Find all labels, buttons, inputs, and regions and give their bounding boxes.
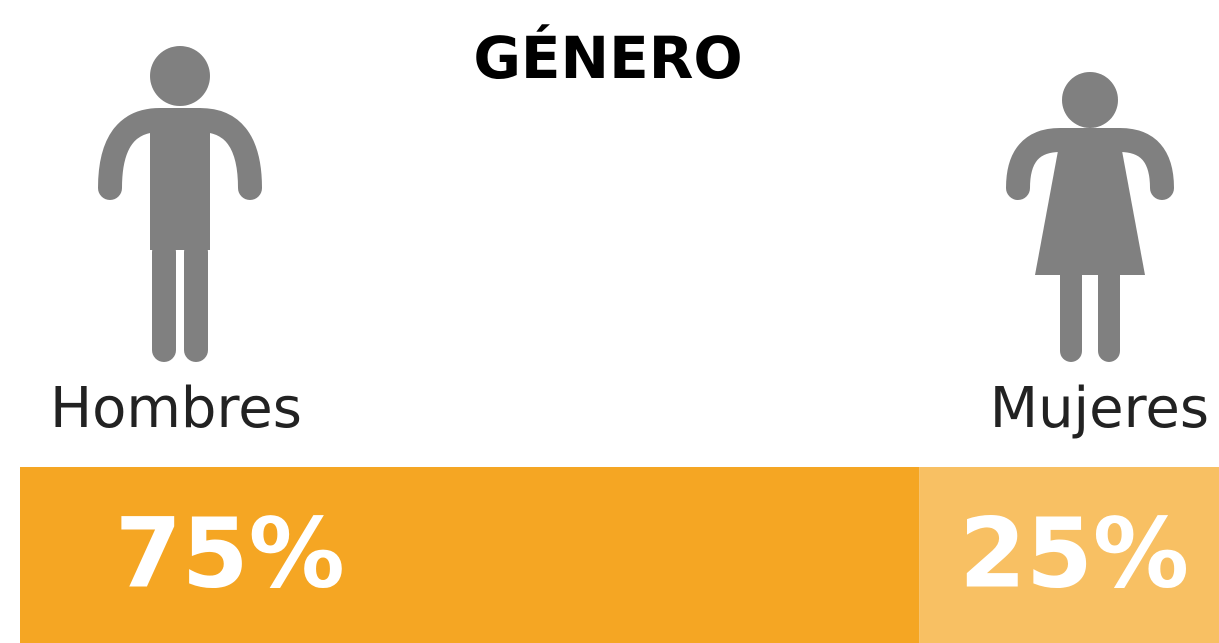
bar-segment [919, 467, 1219, 643]
value-label: 25% [959, 497, 1189, 609]
woman-icon [1006, 72, 1174, 362]
value-label: 75% [115, 497, 345, 609]
chart-title: GÉNERO [473, 23, 742, 92]
series-name: Hombres [50, 376, 302, 441]
man-icon [98, 46, 262, 362]
series-name: Mujeres [990, 376, 1209, 441]
bar-segment [20, 467, 920, 643]
